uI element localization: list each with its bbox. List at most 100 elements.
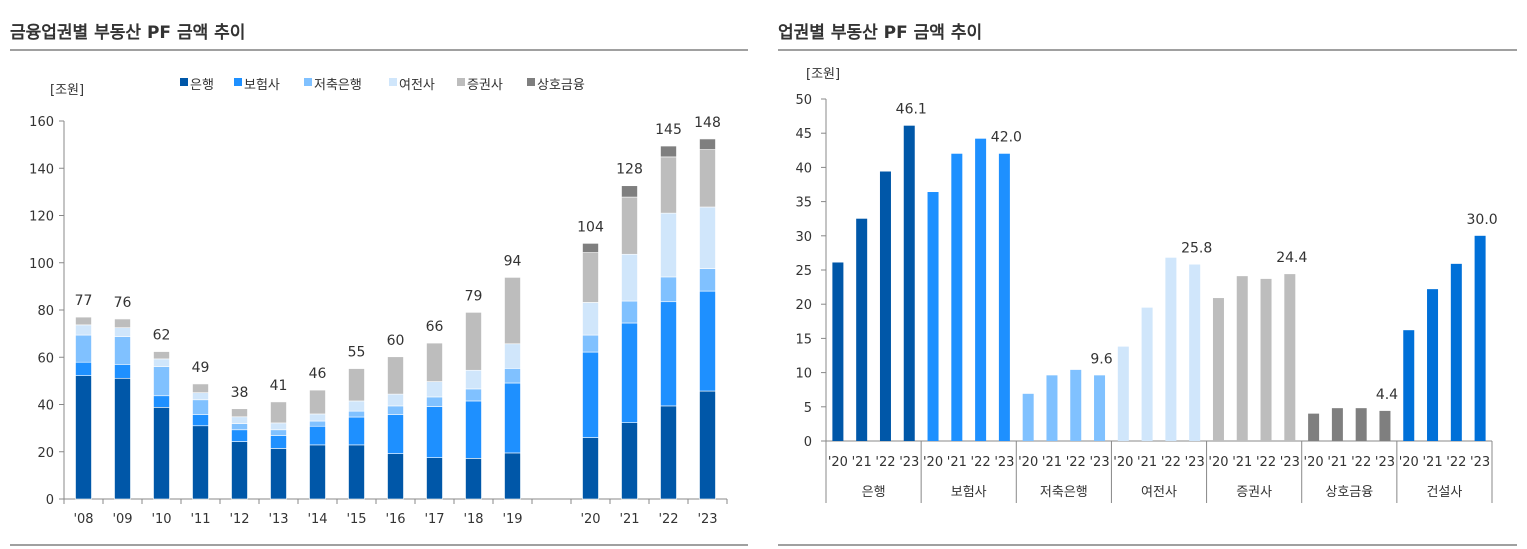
left-bar-segment-저축은행 [426, 396, 443, 407]
right-x-year-label: '23 [1280, 455, 1300, 470]
left-x-tick-label: '08 [73, 512, 93, 527]
legend-swatch-증권사 [457, 78, 465, 86]
left-x-tick-label: '21 [619, 512, 639, 527]
right-y-tick-label: 30 [795, 230, 812, 245]
right-x-year-label: '20 [1018, 455, 1038, 470]
left-bar-total-label: 60 [387, 333, 405, 349]
right-bar-증권사 [1236, 276, 1248, 441]
left-bar-segment-은행 [270, 448, 287, 500]
left-bar-total-label: 38 [231, 385, 249, 401]
left-bar-segment-여전사 [621, 253, 638, 302]
right-x-year-label: '22 [1351, 455, 1371, 470]
left-bar-total-label: 77 [75, 293, 93, 309]
left-bar-total-label: 76 [114, 295, 132, 311]
legend-label: 증권사 [467, 78, 503, 93]
right-bar-상호금융 [1355, 408, 1367, 441]
right-x-year-label: '22 [1446, 455, 1466, 470]
left-x-tick-label: '17 [424, 512, 444, 527]
legend-swatch-상호금융 [527, 78, 535, 86]
left-bar-segment-은행 [387, 453, 404, 500]
left-bar-segment-여전사 [75, 324, 92, 336]
left-bar-segment-저축은행 [75, 334, 92, 363]
left-y-tick-label: 40 [37, 399, 54, 414]
right-y-tick-label: 5 [804, 401, 812, 416]
left-bar-segment-보험사 [192, 414, 209, 427]
right-bar-보험사 [951, 153, 963, 441]
left-bar-segment-저축은행 [231, 423, 248, 431]
right-bar-은행 [879, 171, 891, 441]
left-y-tick-label: 120 [29, 210, 54, 225]
right-y-tick-label: 25 [795, 264, 812, 279]
left-y-tick-label: 80 [37, 304, 54, 319]
left-bar-segment-여전사 [231, 416, 248, 424]
left-bar-segment-은행 [309, 444, 326, 500]
left-bar-segment-저축은행 [465, 388, 482, 402]
left-y-tick-label: 20 [37, 446, 54, 461]
left-x-tick-label: '09 [112, 512, 132, 527]
left-x-tick-label: '23 [697, 512, 717, 527]
left-bar-segment-상호금융 [660, 145, 677, 158]
right-bar-은행 [903, 125, 915, 442]
right-data-label: 9.6 [1090, 351, 1112, 367]
left-x-tick-label: '14 [307, 512, 327, 527]
right-y-tick-label: 20 [795, 298, 812, 313]
left-bar-segment-은행 [231, 441, 248, 500]
right-group-label: 여전사 [1141, 485, 1177, 500]
left-bar-total-label: 148 [694, 115, 721, 131]
left-bar-segment-저축은행 [270, 429, 287, 436]
left-x-tick-label: '16 [385, 512, 405, 527]
left-bar-segment-증권사 [660, 156, 677, 214]
left-bar-segment-증권사 [465, 312, 482, 371]
right-x-year-label: '20 [1113, 455, 1133, 470]
left-bar-total-label: 94 [504, 253, 522, 269]
right-x-year-label: '21 [1232, 455, 1252, 470]
legend-swatch-저축은행 [304, 78, 312, 86]
right-y-tick-label: 50 [795, 93, 812, 108]
right-x-year-label: '23 [994, 455, 1014, 470]
legend-swatch-은행 [180, 78, 188, 86]
left-bottom-rule [10, 544, 748, 546]
right-data-label: 25.8 [1181, 241, 1212, 257]
legend-label: 저축은행 [314, 77, 362, 93]
right-top-rule [778, 49, 1517, 51]
left-bar-total-label: 41 [270, 378, 288, 394]
left-bar-segment-보험사 [270, 435, 287, 449]
left-bar-segment-저축은행 [309, 420, 326, 427]
left-bar-total-label: 46 [309, 366, 327, 382]
left-bar-segment-여전사 [309, 413, 326, 422]
left-bar-segment-은행 [348, 444, 365, 500]
left-bar-segment-증권사 [192, 383, 209, 393]
left-bar-segment-보험사 [621, 322, 638, 423]
left-bar-segment-은행 [192, 425, 209, 500]
right-bar-건설사 [1474, 235, 1486, 441]
left-bar-segment-여전사 [192, 392, 209, 401]
left-x-tick-label: '18 [463, 512, 483, 527]
left-x-tick-label: '13 [268, 512, 288, 527]
left-bar-segment-증권사 [153, 351, 170, 360]
left-bar-segment-증권사 [348, 368, 365, 402]
left-bar-segment-보험사 [75, 361, 92, 376]
left-bar-segment-은행 [75, 375, 92, 500]
left-bar-segment-상호금융 [621, 185, 638, 198]
right-y-unit-label: [조원] [806, 67, 840, 82]
left-bar-segment-저축은행 [660, 276, 677, 303]
right-group-label: 은행 [862, 484, 886, 500]
left-bar-segment-은행 [621, 422, 638, 500]
left-bar-segment-저축은행 [387, 405, 404, 415]
left-x-tick-label: '22 [658, 512, 678, 527]
right-x-year-label: '22 [1161, 455, 1181, 470]
left-bar-segment-보험사 [309, 425, 326, 446]
left-bar-segment-은행 [426, 457, 443, 500]
right-y-tick-label: 10 [795, 367, 812, 382]
left-bar-segment-저축은행 [192, 399, 209, 415]
right-group-label: 보험사 [951, 485, 987, 500]
right-bottom-rule [778, 544, 1517, 546]
left-bar-segment-보험사 [660, 301, 677, 407]
right-group-label: 건설사 [1426, 485, 1462, 500]
left-bar-segment-상호금융 [699, 138, 716, 150]
left-bar-segment-여전사 [348, 400, 365, 412]
right-y-tick-label: 0 [804, 435, 812, 450]
left-bar-segment-증권사 [699, 149, 716, 208]
right-x-year-label: '22 [875, 455, 895, 470]
left-bar-segment-저축은행 [504, 368, 521, 384]
